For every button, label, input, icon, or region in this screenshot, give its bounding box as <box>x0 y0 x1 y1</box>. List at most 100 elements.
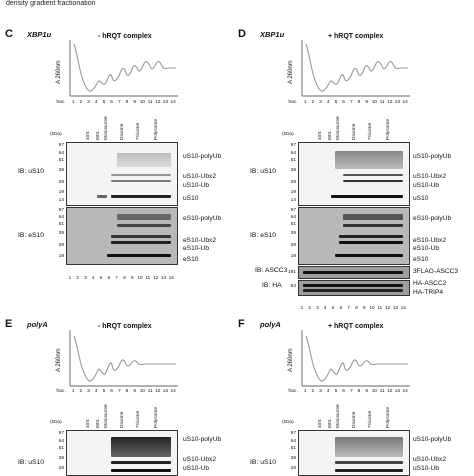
fraction-tick: 14 <box>170 100 176 105</box>
lane-number: 10 <box>369 305 375 310</box>
blot-label-es10: IB: eS10 <box>250 232 277 239</box>
kda-marker: 39 <box>290 456 296 461</box>
kda-marker: 97 <box>290 431 296 436</box>
fraction-tick: 3 <box>87 100 90 105</box>
fraction-tick: 10 <box>371 100 378 105</box>
a260-profile-plot <box>301 330 410 387</box>
fraction-axis: frac. 1 2 3 4 5 6 7 8 9 10 11 12 13 14 <box>54 389 177 394</box>
lane-number: 11 <box>145 275 151 280</box>
fraction-tick: 12 <box>387 389 393 394</box>
fraction-tick: 11 <box>147 100 153 105</box>
lane-number: 9 <box>362 305 366 310</box>
a260-profile-plot <box>69 40 178 97</box>
kda-marker: 64 <box>290 439 296 444</box>
lane-number: 1 <box>68 275 72 280</box>
panel-condition: - hRQT complex <box>98 323 152 330</box>
lane-number: 13 <box>160 275 167 280</box>
gradient-label-40s: 40S <box>86 131 91 140</box>
band-label: uS10 <box>413 195 429 202</box>
fraction-tick: 8 <box>357 100 361 105</box>
gradient-label-monosome: Monosome <box>104 404 109 428</box>
gradient-label-60s: 60S <box>328 419 333 428</box>
fraction-tick: 4 <box>326 100 330 105</box>
kda-marker: 64 <box>58 215 64 220</box>
gradient-label-polysome: Polysome <box>154 406 159 428</box>
band-label: eS10-Ub <box>183 245 210 252</box>
panel-letter: E <box>5 318 13 330</box>
frac-label: frac. <box>288 100 298 105</box>
blot-label-us10: IB: uS10 <box>18 168 45 175</box>
lane-number: 11 <box>377 305 383 310</box>
fraction-tick: 2 <box>79 389 83 394</box>
lane-number: 7 <box>347 305 350 310</box>
kda-marker: 64 <box>290 151 296 156</box>
blot-label-ascc3: IB: ASCC3 <box>255 267 288 274</box>
band-label: uS10-Ubx2 <box>413 173 446 180</box>
kda-marker: 51 <box>290 158 296 163</box>
kda-label: (kDa) <box>50 420 62 425</box>
blot-us10 <box>298 142 410 206</box>
gradient-label-disome: Disome <box>120 123 125 140</box>
kda-marker: 28 <box>290 243 296 248</box>
fraction-axis: frac. 1 2 3 4 5 6 7 8 9 10 11 12 13 14 <box>286 389 409 394</box>
fraction-tick: 9 <box>365 389 369 394</box>
kda-marker: 19 <box>290 190 296 195</box>
kda-marker: 14 <box>58 198 64 203</box>
lane-number: 3 <box>316 305 319 310</box>
blot-us10 <box>66 430 178 476</box>
fraction-tick: 4 <box>94 100 98 105</box>
panel-gene: XBP1u <box>260 30 285 39</box>
blot-label-es10: IB: eS10 <box>18 232 45 239</box>
kda-marker: 191 <box>287 270 296 275</box>
fraction-axis: frac. 1 2 3 4 5 6 7 8 9 10 11 12 13 14 <box>54 100 177 105</box>
lane-number: 12 <box>385 305 391 310</box>
gradient-label-60s: 60S <box>328 131 333 140</box>
kda-marker: 28 <box>290 180 296 185</box>
gradient-label-polysome: Polysome <box>386 118 391 140</box>
band-label: eS10-polyUb <box>183 215 222 222</box>
kda-marker: 51 <box>58 222 64 227</box>
fraction-tick: 5 <box>334 100 338 105</box>
y-axis-label: A 260nm <box>288 348 294 372</box>
blot-us10 <box>66 142 178 206</box>
fraction-tick: 7 <box>349 389 353 394</box>
fraction-tick: 13 <box>394 389 401 394</box>
fraction-tick: 12 <box>155 100 161 105</box>
y-axis-label: A 260nm <box>288 60 294 84</box>
lane-number: 14 <box>168 275 174 280</box>
band-label: HA-ASCC2 <box>413 280 447 287</box>
fraction-axis: frac. 1 2 3 4 5 6 7 8 9 10 11 12 13 14 <box>286 100 409 105</box>
fraction-tick: 4 <box>94 389 98 394</box>
fraction-tick: 6 <box>342 389 345 394</box>
kda-marker: 14 <box>290 198 296 203</box>
panel-condition: - hRQT complex <box>98 33 152 40</box>
fraction-tick: 3 <box>319 100 322 105</box>
band-label: eS10-Ub <box>413 245 440 252</box>
kda-marker: 51 <box>58 446 64 451</box>
band-label: uS10-Ub <box>413 465 440 472</box>
gradient-label-trisome: Trisome <box>136 410 141 428</box>
frac-label: frac. <box>56 389 66 394</box>
panel-condition: + hRQT complex <box>328 323 384 330</box>
kda-label: (kDa) <box>282 132 294 137</box>
fraction-tick: 8 <box>125 100 129 105</box>
kda-marker: 28 <box>58 180 64 185</box>
lane-number: 6 <box>339 305 343 310</box>
fraction-tick: 6 <box>110 389 113 394</box>
lane-number: 4 <box>92 275 95 280</box>
blot-label-ha: IB: HA <box>262 282 282 289</box>
kda-marker: 64 <box>58 439 64 444</box>
fraction-tick: 8 <box>357 389 361 394</box>
fraction-tick: 12 <box>387 100 393 105</box>
kda-marker: 39 <box>290 231 296 236</box>
lane-number: 7 <box>115 275 118 280</box>
kda-marker: 64 <box>58 151 64 156</box>
fraction-tick: 5 <box>102 389 106 394</box>
kda-marker: 51 <box>290 446 296 451</box>
gradient-label-40s: 40S <box>86 419 91 428</box>
kda-marker: 97 <box>290 143 296 148</box>
fraction-tick: 1 <box>71 100 75 105</box>
fraction-tick: 7 <box>117 100 121 105</box>
lane-number: 10 <box>137 275 143 280</box>
lane-number: 3 <box>84 275 87 280</box>
